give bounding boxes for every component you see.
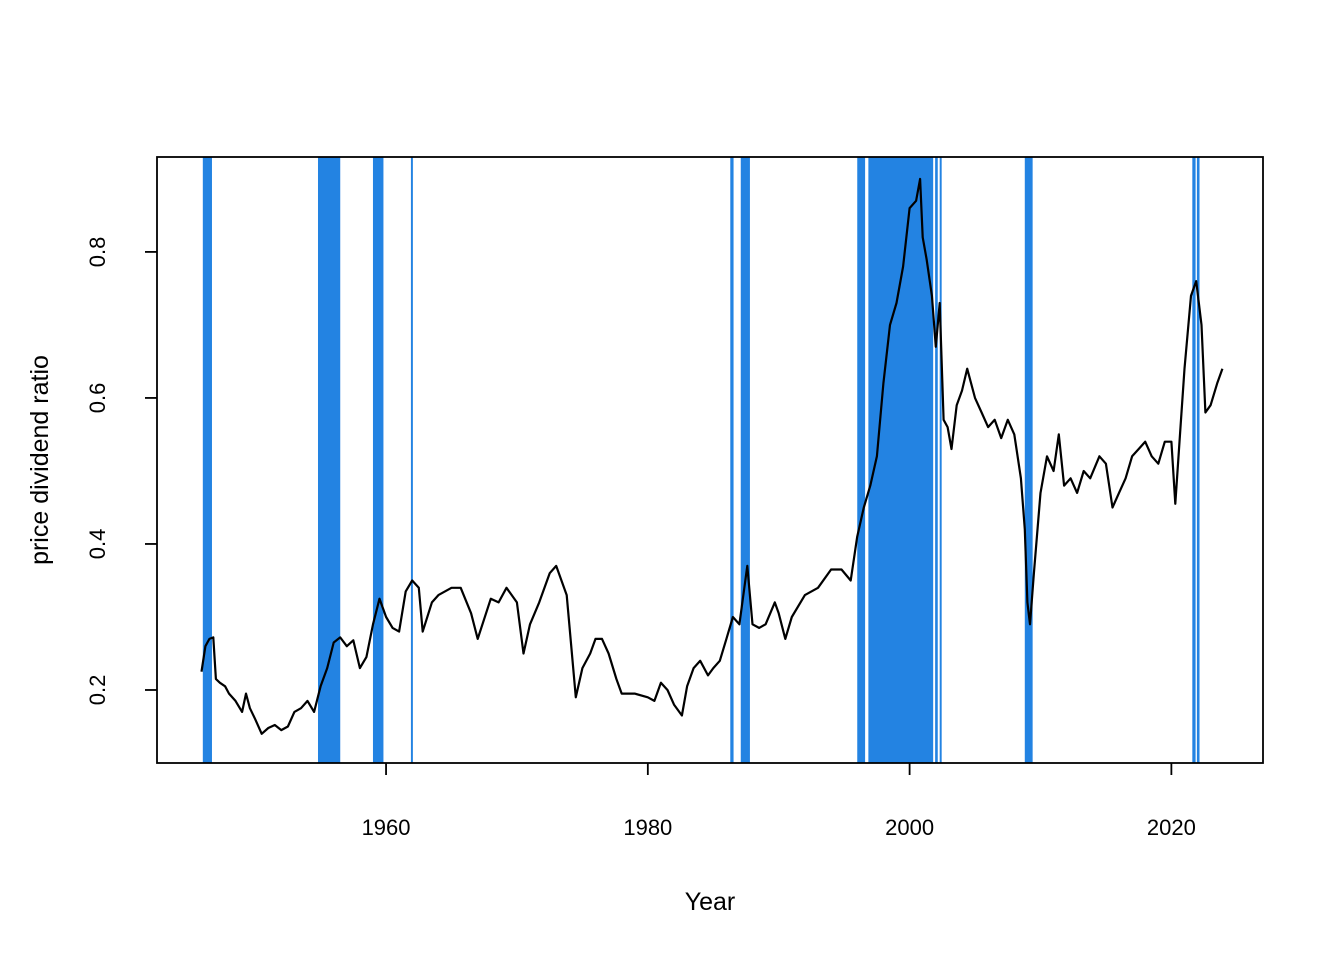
series-line <box>200 177 1224 735</box>
x-axis-title: Year <box>685 888 736 916</box>
y-tick-label: 0.8 <box>85 237 110 268</box>
shaded-band <box>372 157 384 763</box>
shaded-band <box>1024 157 1033 763</box>
shaded-band <box>410 157 413 763</box>
x-tick-label: 1960 <box>362 815 411 840</box>
shaded-band <box>740 157 750 763</box>
x-tick-label: 2000 <box>885 815 934 840</box>
y-axis: 0.2 0.4 0.6 0.8 <box>85 237 157 706</box>
shaded-band <box>1192 157 1196 763</box>
shaded-band <box>730 157 734 763</box>
x-tick-label: 1980 <box>623 815 672 840</box>
x-tick-label: 2020 <box>1147 815 1196 840</box>
shaded-bands <box>202 157 1200 763</box>
plot-frame <box>156 156 1264 764</box>
shaded-band <box>939 157 942 763</box>
y-axis-title: price dividend ratio <box>26 355 54 565</box>
shaded-band <box>935 157 938 763</box>
y-tick-label: 0.4 <box>85 529 110 560</box>
shaded-band <box>857 157 866 763</box>
shaded-band <box>868 157 934 763</box>
y-tick-label: 0.6 <box>85 383 110 414</box>
x-axis: 1960 1980 2000 2020 <box>362 763 1196 840</box>
shaded-band <box>1196 157 1200 763</box>
shaded-band <box>317 157 341 763</box>
y-tick-label: 0.2 <box>85 675 110 706</box>
shaded-band <box>202 157 212 763</box>
